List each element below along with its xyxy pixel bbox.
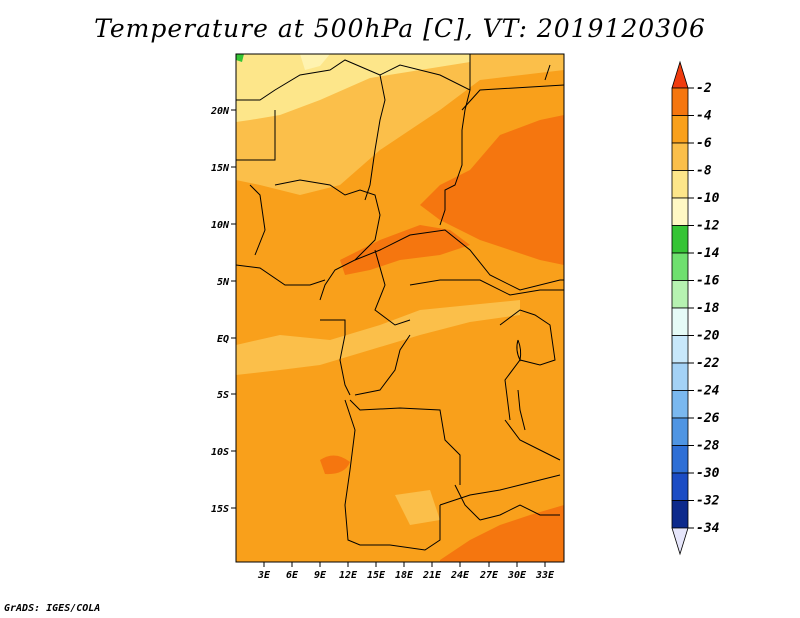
- lat-label: 10N: [211, 220, 230, 231]
- colorbar-label: -4: [696, 109, 712, 124]
- colorbar-swatch: [671, 362, 689, 391]
- field-deep-orange-northeast: [420, 115, 564, 265]
- longitude-axis: 3E 6E 9E 12E 15E 18E 21E 24E 27E 30E 33E: [257, 562, 555, 581]
- field-deep-orange-blob: [320, 455, 350, 475]
- field-green-corner: [236, 54, 244, 62]
- temperature-field: [236, 54, 564, 562]
- colorbar-swatch: [671, 390, 689, 419]
- colorbar-swatch: [671, 225, 689, 254]
- colorbar-swatch: [671, 472, 689, 501]
- field-deep-orange-southeast: [440, 505, 564, 562]
- colorbar-swatch: [671, 252, 689, 281]
- colorbar-swatch: [671, 335, 689, 364]
- colorbar-label: -32: [696, 494, 720, 509]
- lon-label: 9E: [314, 570, 327, 581]
- field-pale-orange-equator: [236, 300, 520, 375]
- lat-label: 5N: [217, 277, 230, 288]
- colorbar-label: -6: [696, 136, 712, 151]
- colorbar-swatch: [671, 87, 689, 116]
- colorbar-swatch: [671, 500, 689, 529]
- latitude-axis: 20N 15N 10N 5N EQ 5S 10S 15S: [210, 106, 236, 515]
- field-pale-yellow-north: [300, 54, 330, 70]
- colorbar-label: -28: [696, 439, 720, 454]
- lon-label: 27E: [479, 570, 499, 581]
- colorbar-swatch: [671, 197, 689, 226]
- lat-label: 15N: [211, 163, 230, 174]
- colorbar-label: -22: [696, 356, 720, 371]
- lon-label: 33E: [535, 570, 555, 581]
- colorbar-swatch: [671, 170, 689, 199]
- colorbar-label: -2: [696, 81, 712, 96]
- colorbar-label: -16: [696, 274, 720, 289]
- colorbar-label: -30: [696, 466, 720, 481]
- colorbar-top-arrow: [671, 60, 689, 89]
- colorbar-swatch: [671, 142, 689, 171]
- colorbar-swatch: [671, 445, 689, 474]
- colorbar-label: -12: [696, 219, 720, 234]
- colorbar-swatch: [671, 280, 689, 309]
- colorbar: -2 -4 -6 -8 -10 -12 -14 -16 -18 -20 -22 -24 -26 -28 -3…: [671, 60, 720, 556]
- map-frame: [235, 53, 565, 563]
- colorbar-bottom-arrow: [671, 527, 689, 556]
- lon-label: 30E: [507, 570, 527, 581]
- lat-label: 5S: [217, 390, 229, 401]
- colorbar-label: -20: [696, 329, 720, 344]
- chart-title: Temperature at 500hPa [C], VT: 201912030…: [94, 14, 706, 43]
- lon-label: 18E: [395, 570, 414, 581]
- lat-label: 15S: [211, 504, 229, 515]
- colorbar-swatch: [671, 307, 689, 336]
- lat-label: EQ: [217, 334, 229, 345]
- colorbar-label: -34: [696, 521, 720, 536]
- field-deep-orange-band: [340, 225, 470, 275]
- lon-label: 21E: [422, 570, 442, 581]
- colorbar-swatch: [671, 115, 689, 144]
- lon-label: 24E: [450, 570, 470, 581]
- lon-label: 3E: [257, 570, 271, 581]
- lat-label: 20N: [210, 106, 230, 117]
- colorbar-label: -24: [696, 384, 720, 399]
- colorbar-label: -26: [696, 411, 720, 426]
- country-borders: [236, 54, 564, 551]
- field-pale-orange-south: [395, 490, 440, 525]
- field-light-yellow-north: [236, 54, 470, 122]
- colorbar-label: -8: [696, 164, 712, 179]
- colorbar-swatch: [671, 417, 689, 446]
- lon-label: 15E: [367, 570, 386, 581]
- lon-label: 6E: [286, 570, 299, 581]
- colorbar-label: -14: [696, 246, 720, 261]
- lon-label: 12E: [339, 570, 358, 581]
- credit-text: GrADS: IGES/COLA: [4, 603, 101, 614]
- colorbar-label: -10: [696, 191, 720, 206]
- lat-label: 10S: [211, 447, 229, 458]
- colorbar-label: -18: [696, 301, 720, 316]
